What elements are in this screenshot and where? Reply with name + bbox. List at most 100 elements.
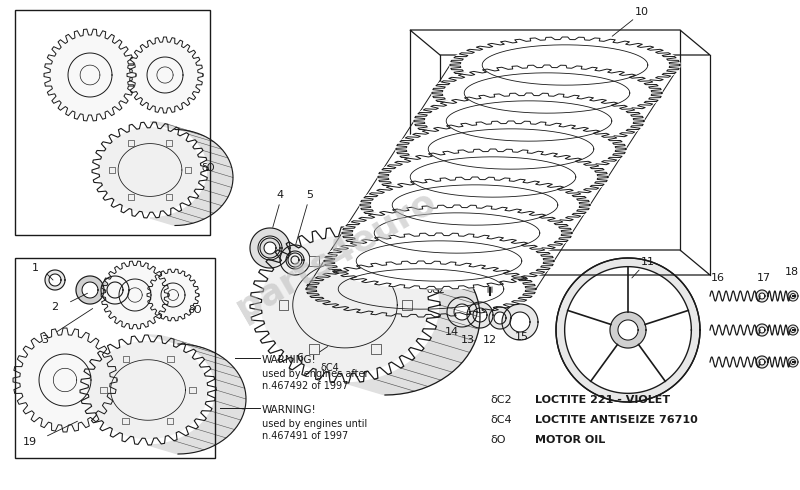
Bar — [310, 344, 319, 354]
Polygon shape — [286, 251, 304, 269]
Polygon shape — [396, 121, 626, 177]
Polygon shape — [288, 253, 302, 267]
Polygon shape — [260, 238, 280, 258]
Polygon shape — [76, 276, 104, 304]
Bar — [110, 167, 115, 173]
Polygon shape — [101, 276, 129, 304]
Polygon shape — [107, 282, 123, 298]
Polygon shape — [502, 304, 538, 340]
Text: δO: δO — [202, 163, 214, 173]
Bar — [128, 194, 134, 200]
Bar — [166, 417, 174, 424]
Bar — [122, 356, 130, 362]
Polygon shape — [556, 258, 700, 402]
Text: 12: 12 — [483, 335, 497, 345]
Polygon shape — [101, 261, 169, 329]
Polygon shape — [402, 254, 434, 286]
Polygon shape — [494, 312, 506, 324]
Polygon shape — [610, 312, 646, 348]
Text: 3: 3 — [42, 335, 49, 345]
Text: δC2: δC2 — [426, 285, 446, 295]
Polygon shape — [345, 227, 480, 395]
Polygon shape — [148, 335, 246, 454]
Polygon shape — [756, 324, 768, 336]
Bar — [310, 256, 319, 266]
Text: 13: 13 — [461, 335, 475, 345]
Text: 5: 5 — [306, 190, 314, 200]
Polygon shape — [150, 122, 233, 225]
Text: 10: 10 — [635, 7, 649, 17]
Text: δC4: δC4 — [490, 415, 512, 425]
Polygon shape — [147, 269, 199, 321]
Polygon shape — [756, 356, 768, 368]
Polygon shape — [262, 236, 429, 374]
Text: 4: 4 — [277, 190, 283, 200]
Polygon shape — [788, 291, 798, 301]
Polygon shape — [790, 327, 795, 333]
Polygon shape — [291, 256, 299, 264]
Text: used by engines until: used by engines until — [262, 419, 367, 429]
Text: used by engines after: used by engines after — [262, 369, 369, 379]
Bar — [122, 417, 130, 424]
Bar — [402, 300, 411, 310]
Polygon shape — [756, 290, 768, 302]
Text: δO: δO — [522, 243, 534, 253]
Bar — [185, 167, 190, 173]
Text: 11: 11 — [641, 257, 655, 267]
Polygon shape — [489, 307, 511, 329]
Polygon shape — [324, 233, 554, 289]
Text: 16: 16 — [711, 273, 725, 283]
Text: 1: 1 — [31, 263, 38, 273]
Text: δC4: δC4 — [321, 363, 339, 373]
Polygon shape — [447, 297, 477, 327]
Text: n.467492 of 1997: n.467492 of 1997 — [262, 381, 348, 391]
Bar — [166, 356, 174, 362]
Text: 18: 18 — [785, 267, 799, 277]
Polygon shape — [473, 308, 487, 322]
Bar — [101, 387, 107, 393]
Polygon shape — [250, 228, 290, 268]
Polygon shape — [759, 327, 765, 333]
Text: 15: 15 — [515, 332, 529, 342]
Polygon shape — [790, 360, 795, 365]
Polygon shape — [88, 342, 208, 439]
Text: parts4euro: parts4euro — [230, 184, 442, 326]
Polygon shape — [127, 37, 203, 113]
Text: 7: 7 — [405, 248, 411, 258]
Bar — [15, 10, 210, 235]
Text: 8: 8 — [517, 218, 523, 228]
Text: LOCTITE ANTISEIZE 76710: LOCTITE ANTISEIZE 76710 — [535, 415, 698, 425]
Polygon shape — [45, 270, 65, 290]
Polygon shape — [759, 359, 765, 365]
Polygon shape — [454, 304, 470, 320]
Text: δO: δO — [490, 435, 506, 445]
Text: n.467491 of 1997: n.467491 of 1997 — [262, 431, 348, 441]
Text: LOCTITE 221 - VIOLET: LOCTITE 221 - VIOLET — [535, 395, 670, 405]
Bar — [371, 256, 381, 266]
Bar — [128, 140, 134, 146]
Bar — [15, 258, 215, 458]
Polygon shape — [99, 128, 201, 212]
Text: MOTOR OIL: MOTOR OIL — [535, 435, 606, 445]
Text: 19: 19 — [23, 437, 37, 447]
Bar — [371, 344, 381, 354]
Bar — [189, 387, 195, 393]
Polygon shape — [565, 267, 691, 393]
Text: δC2: δC2 — [490, 395, 512, 405]
Text: 6: 6 — [297, 353, 303, 363]
Polygon shape — [618, 320, 638, 340]
Polygon shape — [13, 328, 117, 432]
Polygon shape — [258, 236, 282, 260]
Text: 2: 2 — [51, 302, 58, 312]
Polygon shape — [49, 274, 61, 286]
Bar — [278, 300, 288, 310]
Polygon shape — [450, 37, 680, 93]
Polygon shape — [788, 357, 798, 367]
Polygon shape — [342, 205, 572, 261]
Polygon shape — [788, 325, 798, 335]
Polygon shape — [414, 93, 644, 149]
Text: WARNING!: WARNING! — [262, 405, 317, 415]
Polygon shape — [280, 245, 310, 275]
Polygon shape — [378, 149, 608, 205]
Polygon shape — [759, 293, 765, 299]
